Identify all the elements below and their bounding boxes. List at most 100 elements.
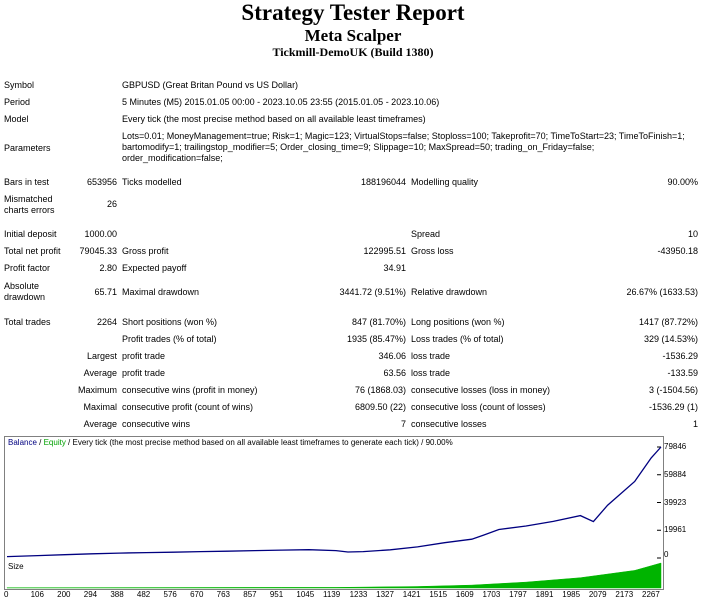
model-value: Every tick (the most precise method base… xyxy=(122,114,426,124)
x-tick-label: 857 xyxy=(243,590,257,599)
expert-name: Meta Scalper xyxy=(304,26,402,45)
x-tick-label: 951 xyxy=(269,590,284,599)
legend-balance: Balance xyxy=(8,438,37,447)
gross-profit-value: 122995.51 xyxy=(363,246,406,256)
abs-drawdown-value: 65.71 xyxy=(94,287,117,297)
gross-profit-label: Gross profit xyxy=(122,246,169,256)
ticks-value: 188196044 xyxy=(360,177,406,187)
legend-sep-1: / xyxy=(36,438,44,447)
quality-label: Modelling quality xyxy=(411,177,479,187)
net-profit-value: 79045.33 xyxy=(79,246,117,256)
legend-equity: Equity xyxy=(43,438,66,447)
initial-deposit-value: 1000.00 xyxy=(84,229,117,239)
size-label: Size xyxy=(8,562,24,571)
y-tick-label: 59884 xyxy=(664,469,687,479)
max-cons-wins-value: 76 (1868.03) xyxy=(354,385,406,395)
loss-trades-value: 329 (14.53%) xyxy=(643,334,698,344)
chart-plot xyxy=(6,446,662,559)
expected-payoff-label: Expected payoff xyxy=(122,263,187,273)
profit-factor-label: Profit factor xyxy=(4,263,51,273)
bars-value: 653956 xyxy=(86,177,117,187)
expected-payoff-value: 34.91 xyxy=(383,263,406,273)
x-tick-label: 106 xyxy=(30,590,44,599)
x-tick-label: 482 xyxy=(136,590,151,599)
avg-cons-wins-label: consecutive wins xyxy=(122,419,191,429)
period-value: 5 Minutes (M5) 2015.01.05 00:00 - 2023.1… xyxy=(122,97,440,107)
x-tick-label: 294 xyxy=(83,590,98,599)
maximal-cons-loss-label: consecutive loss (count of losses) xyxy=(411,402,546,412)
report-title: Strategy Tester Report xyxy=(241,0,465,25)
largest-loss-label: loss trade xyxy=(411,351,451,361)
average-loss-label: loss trade xyxy=(411,368,451,378)
spread-label: Spread xyxy=(411,229,441,239)
legend-model: Every tick (the most precise method base… xyxy=(72,438,419,447)
server-build: Tickmill-DemoUK (Build 1380) xyxy=(272,45,434,59)
maximal-cons-profit-value: 6809.50 (22) xyxy=(354,402,406,412)
max-drawdown-value: 3441.72 (9.51%) xyxy=(339,287,406,297)
rel-drawdown-value: 26.67% (1633.53) xyxy=(626,287,698,297)
mismatched-label: Mismatched charts errors xyxy=(4,194,55,215)
x-tick-label: 0 xyxy=(4,590,9,599)
x-tick-label: 1515 xyxy=(429,590,448,599)
long-value: 1417 (87.72%) xyxy=(638,317,698,327)
x-tick-label: 2079 xyxy=(588,590,607,599)
total-trades-label: Total trades xyxy=(4,317,51,327)
symbol-label: Symbol xyxy=(4,80,35,90)
legend-sep-3: / xyxy=(418,438,426,447)
x-tick-label: 1327 xyxy=(376,590,394,599)
x-tick-label: 2267 xyxy=(642,590,660,599)
largest-profit-label: profit trade xyxy=(122,351,166,361)
x-tick-label: 1139 xyxy=(323,590,341,599)
long-label: Long positions (won %) xyxy=(411,317,505,327)
avg-cons-wins-value: 7 xyxy=(400,419,406,429)
maximal-cons-profit-label: consecutive profit (count of wins) xyxy=(122,402,254,412)
max-drawdown-label: Maximal drawdown xyxy=(122,287,200,297)
avg-label: Average xyxy=(83,419,117,429)
abs-drawdown-label: Absolute drawdown xyxy=(4,281,46,302)
net-profit-label: Total net profit xyxy=(4,246,61,256)
x-tick-label: 1797 xyxy=(509,590,527,599)
max-cons-wins-label: consecutive wins (profit in money) xyxy=(122,385,258,395)
parameters-value: Lots=0.01; MoneyManagement=true; Risk=1;… xyxy=(122,131,685,163)
average-profit-label: profit trade xyxy=(122,368,166,378)
x-tick-label: 1045 xyxy=(296,590,315,599)
max-cons-losses-label: consecutive losses (loss in money) xyxy=(411,385,551,395)
x-tick-label: 1609 xyxy=(455,590,474,599)
average-loss-value: -133.59 xyxy=(667,368,698,378)
period-label: Period xyxy=(4,97,31,107)
maximal-cons-loss-value: -1536.29 (1) xyxy=(648,402,698,412)
y-tick-label: 0 xyxy=(664,550,669,559)
legend-quality: 90.00% xyxy=(425,438,453,447)
largest-label: Largest xyxy=(86,351,117,361)
largest-loss-value: -1536.29 xyxy=(662,351,698,361)
avg-cons-losses-value: 1 xyxy=(692,419,698,429)
max-cons-losses-value: 3 (-1504.56) xyxy=(648,385,698,395)
size-plot xyxy=(6,562,662,589)
average-label: Average xyxy=(83,368,117,378)
x-tick-label: 763 xyxy=(216,590,231,599)
chart-legend: Balance / Equity / Every tick (the most … xyxy=(8,438,453,448)
largest-profit-value: 346.06 xyxy=(378,351,406,361)
symbol-value: GBPUSD (Great Britan Pound vs US Dollar) xyxy=(122,80,299,90)
avg-cons-losses-label: consecutive losses xyxy=(411,419,487,429)
gross-loss-value: -43950.18 xyxy=(657,246,698,256)
y-tick-label: 79846 xyxy=(664,442,687,451)
model-label: Model xyxy=(4,114,29,124)
profit-trades-label: Profit trades (% of total) xyxy=(122,334,217,344)
x-tick-label: 200 xyxy=(57,590,71,599)
quality-value: 90.00% xyxy=(667,177,698,187)
maximal-label: Maximal xyxy=(83,402,117,412)
average-profit-value: 63.56 xyxy=(383,368,406,378)
x-axis: 0 106 200 294 388 482 576 670 763 857 951 1045 1139 1… xyxy=(0,590,706,600)
rel-drawdown-label: Relative drawdown xyxy=(411,287,488,297)
x-tick-label: 1421 xyxy=(402,590,421,599)
profit-trades-value: 1935 (85.47%) xyxy=(346,334,406,344)
x-tick-label: 576 xyxy=(163,590,177,599)
x-tick-label: 1985 xyxy=(562,590,581,599)
profit-factor-value: 2.80 xyxy=(99,263,117,273)
x-tick-label: 1233 xyxy=(349,590,368,599)
x-tick-label: 388 xyxy=(110,590,124,599)
short-label: Short positions (won %) xyxy=(122,317,218,327)
total-trades-value: 2264 xyxy=(96,317,117,327)
mismatched-value: 26 xyxy=(106,199,117,209)
